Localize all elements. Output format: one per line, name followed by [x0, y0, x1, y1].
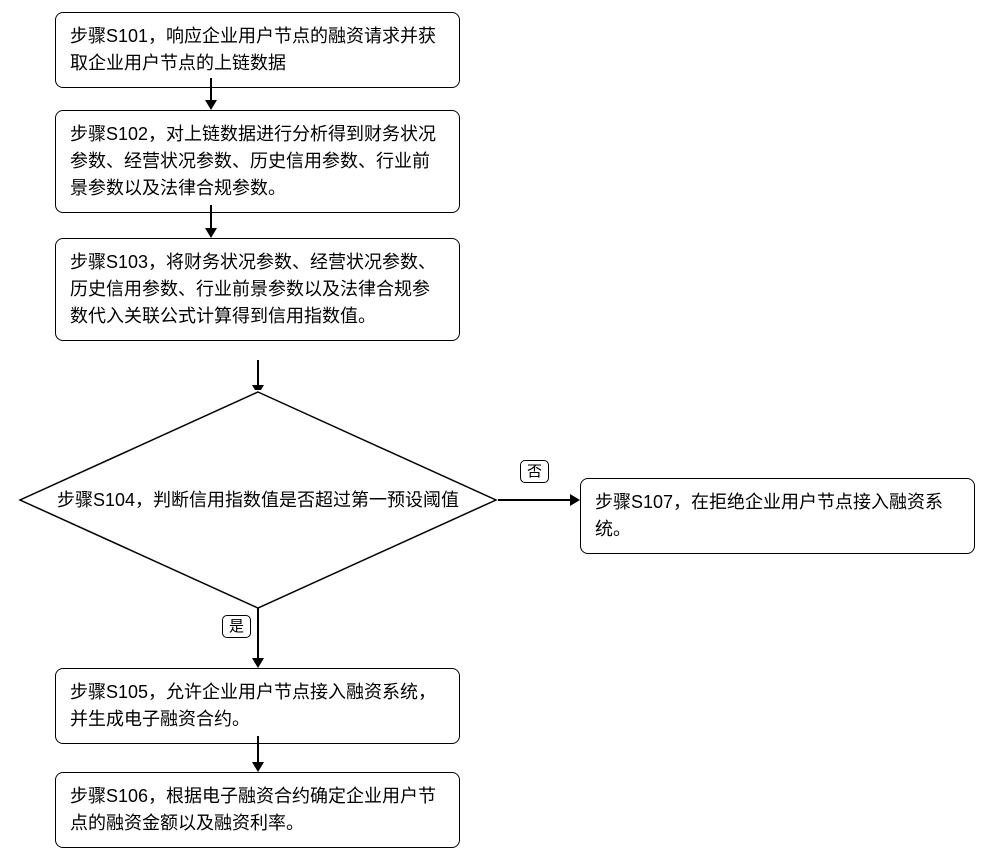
step-s105: 步骤S105，允许企业用户节点接入融资系统，并生成电子融资合约。 [55, 668, 460, 744]
arrow-s102-s103 [205, 205, 217, 238]
step-s107-text: 步骤S107，在拒绝企业用户节点接入融资系统。 [595, 492, 943, 539]
step-s103: 步骤S103，将财务状况参数、经营状况参数、历史信用参数、行业前景参数以及法律合… [55, 238, 460, 341]
label-no-text: 否 [527, 463, 542, 480]
step-s104-text: 步骤S104，判断信用指数值是否超过第一预设阈值 [18, 487, 498, 514]
label-yes-text: 是 [229, 618, 244, 635]
label-yes: 是 [222, 615, 251, 638]
arrow-s105-s106 [252, 736, 264, 772]
step-s102-text: 步骤S102，对上链数据进行分析得到财务状况参数、经营状况参数、历史信用参数、行… [70, 124, 436, 198]
step-s104-decision: 步骤S104，判断信用指数值是否超过第一预设阈值 [18, 390, 498, 610]
arrow-s101-s102 [205, 78, 217, 110]
arrow-s104-s105 [252, 608, 264, 668]
step-s106: 步骤S106，根据电子融资合约确定企业用户节点的融资金额以及融资利率。 [55, 772, 460, 848]
step-s107: 步骤S107，在拒绝企业用户节点接入融资系统。 [580, 478, 975, 554]
step-s106-text: 步骤S106，根据电子融资合约确定企业用户节点的融资金额以及融资利率。 [70, 786, 436, 833]
step-s101-text: 步骤S101，响应企业用户节点的融资请求并获取企业用户节点的上链数据 [70, 26, 436, 73]
step-s102: 步骤S102，对上链数据进行分析得到财务状况参数、经营状况参数、历史信用参数、行… [55, 110, 460, 213]
label-no: 否 [520, 460, 549, 483]
step-s101: 步骤S101，响应企业用户节点的融资请求并获取企业用户节点的上链数据 [55, 12, 460, 88]
step-s105-text: 步骤S105，允许企业用户节点接入融资系统，并生成电子融资合约。 [70, 682, 436, 729]
step-s103-text: 步骤S103，将财务状况参数、经营状况参数、历史信用参数、行业前景参数以及法律合… [70, 252, 436, 326]
arrow-s104-s107 [498, 494, 580, 506]
